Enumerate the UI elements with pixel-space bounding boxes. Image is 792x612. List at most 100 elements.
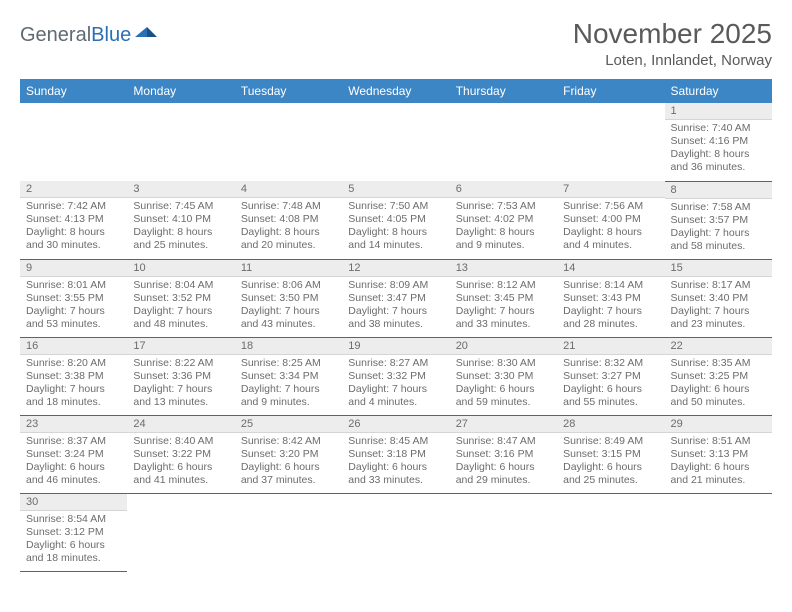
sunset-text: Sunset: 3:38 PM	[26, 370, 121, 383]
sunrise-text: Sunrise: 8:32 AM	[563, 357, 658, 370]
calendar-day-cell: 12Sunrise: 8:09 AMSunset: 3:47 PMDayligh…	[342, 259, 449, 337]
day-number: 30	[20, 494, 127, 511]
calendar-day-cell	[342, 103, 449, 181]
calendar-table: SundayMondayTuesdayWednesdayThursdayFrid…	[20, 79, 772, 572]
sunrise-text: Sunrise: 8:47 AM	[456, 435, 551, 448]
sunrise-text: Sunrise: 8:20 AM	[26, 357, 121, 370]
sunrise-text: Sunrise: 8:25 AM	[241, 357, 336, 370]
sunset-text: Sunset: 3:43 PM	[563, 292, 658, 305]
daylight-text: Daylight: 6 hours and 21 minutes.	[671, 461, 766, 487]
calendar-day-cell: 16Sunrise: 8:20 AMSunset: 3:38 PMDayligh…	[20, 337, 127, 415]
sunset-text: Sunset: 3:36 PM	[133, 370, 228, 383]
sunset-text: Sunset: 3:20 PM	[241, 448, 336, 461]
sunset-text: Sunset: 3:27 PM	[563, 370, 658, 383]
sunset-text: Sunset: 3:24 PM	[26, 448, 121, 461]
weekday-header: Sunday	[20, 79, 127, 103]
calendar-day-cell: 4Sunrise: 7:48 AMSunset: 4:08 PMDaylight…	[235, 181, 342, 259]
sunset-text: Sunset: 4:10 PM	[133, 213, 228, 226]
sunset-text: Sunset: 4:08 PM	[241, 213, 336, 226]
day-number: 14	[557, 260, 664, 277]
calendar-day-cell: 27Sunrise: 8:47 AMSunset: 3:16 PMDayligh…	[450, 415, 557, 493]
day-number: 5	[342, 181, 449, 198]
day-content: Sunrise: 8:35 AMSunset: 3:25 PMDaylight:…	[665, 355, 772, 414]
sunrise-text: Sunrise: 8:49 AM	[563, 435, 658, 448]
calendar-day-cell	[557, 493, 664, 571]
day-content: Sunrise: 8:06 AMSunset: 3:50 PMDaylight:…	[235, 277, 342, 336]
title-block: November 2025 Loten, Innlandet, Norway	[573, 18, 772, 69]
daylight-text: Daylight: 8 hours and 4 minutes.	[563, 226, 658, 252]
sunset-text: Sunset: 3:40 PM	[671, 292, 766, 305]
calendar-day-cell: 11Sunrise: 8:06 AMSunset: 3:50 PMDayligh…	[235, 259, 342, 337]
daylight-text: Daylight: 6 hours and 37 minutes.	[241, 461, 336, 487]
calendar-day-cell: 15Sunrise: 8:17 AMSunset: 3:40 PMDayligh…	[665, 259, 772, 337]
sunrise-text: Sunrise: 7:42 AM	[26, 200, 121, 213]
day-content: Sunrise: 7:40 AMSunset: 4:16 PMDaylight:…	[665, 120, 772, 179]
day-number: 23	[20, 416, 127, 433]
sunrise-text: Sunrise: 8:27 AM	[348, 357, 443, 370]
daylight-text: Daylight: 7 hours and 4 minutes.	[348, 383, 443, 409]
sunset-text: Sunset: 3:45 PM	[456, 292, 551, 305]
calendar-day-cell: 8Sunrise: 7:58 AMSunset: 3:57 PMDaylight…	[665, 181, 772, 259]
day-number: 9	[20, 260, 127, 277]
daylight-text: Daylight: 6 hours and 33 minutes.	[348, 461, 443, 487]
day-number: 10	[127, 260, 234, 277]
sunset-text: Sunset: 3:52 PM	[133, 292, 228, 305]
sunrise-text: Sunrise: 7:56 AM	[563, 200, 658, 213]
sunrise-text: Sunrise: 7:45 AM	[133, 200, 228, 213]
day-content: Sunrise: 8:04 AMSunset: 3:52 PMDaylight:…	[127, 277, 234, 336]
day-content: Sunrise: 8:47 AMSunset: 3:16 PMDaylight:…	[450, 433, 557, 492]
sunset-text: Sunset: 3:25 PM	[671, 370, 766, 383]
sunrise-text: Sunrise: 8:06 AM	[241, 279, 336, 292]
day-content: Sunrise: 8:22 AMSunset: 3:36 PMDaylight:…	[127, 355, 234, 414]
day-content: Sunrise: 8:45 AMSunset: 3:18 PMDaylight:…	[342, 433, 449, 492]
daylight-text: Daylight: 7 hours and 58 minutes.	[671, 227, 766, 253]
weekday-header: Wednesday	[342, 79, 449, 103]
sunset-text: Sunset: 3:15 PM	[563, 448, 658, 461]
day-number: 17	[127, 338, 234, 355]
sunset-text: Sunset: 3:47 PM	[348, 292, 443, 305]
weekday-header: Monday	[127, 79, 234, 103]
day-content: Sunrise: 8:49 AMSunset: 3:15 PMDaylight:…	[557, 433, 664, 492]
calendar-day-cell: 17Sunrise: 8:22 AMSunset: 3:36 PMDayligh…	[127, 337, 234, 415]
sunset-text: Sunset: 4:02 PM	[456, 213, 551, 226]
calendar-day-cell: 23Sunrise: 8:37 AMSunset: 3:24 PMDayligh…	[20, 415, 127, 493]
daylight-text: Daylight: 6 hours and 18 minutes.	[26, 539, 121, 565]
calendar-day-cell: 9Sunrise: 8:01 AMSunset: 3:55 PMDaylight…	[20, 259, 127, 337]
sunrise-text: Sunrise: 8:14 AM	[563, 279, 658, 292]
calendar-day-cell: 20Sunrise: 8:30 AMSunset: 3:30 PMDayligh…	[450, 337, 557, 415]
weekday-header-row: SundayMondayTuesdayWednesdayThursdayFrid…	[20, 79, 772, 103]
daylight-text: Daylight: 8 hours and 14 minutes.	[348, 226, 443, 252]
day-number: 24	[127, 416, 234, 433]
day-number: 1	[665, 103, 772, 120]
calendar-day-cell	[557, 103, 664, 181]
calendar-day-cell	[127, 493, 234, 571]
weekday-header: Saturday	[665, 79, 772, 103]
calendar-day-cell: 14Sunrise: 8:14 AMSunset: 3:43 PMDayligh…	[557, 259, 664, 337]
day-content: Sunrise: 7:56 AMSunset: 4:00 PMDaylight:…	[557, 198, 664, 257]
day-content: Sunrise: 7:50 AMSunset: 4:05 PMDaylight:…	[342, 198, 449, 257]
day-content: Sunrise: 8:01 AMSunset: 3:55 PMDaylight:…	[20, 277, 127, 336]
sunset-text: Sunset: 3:22 PM	[133, 448, 228, 461]
sunrise-text: Sunrise: 7:48 AM	[241, 200, 336, 213]
day-content: Sunrise: 8:42 AMSunset: 3:20 PMDaylight:…	[235, 433, 342, 492]
sunrise-text: Sunrise: 8:01 AM	[26, 279, 121, 292]
daylight-text: Daylight: 7 hours and 23 minutes.	[671, 305, 766, 331]
calendar-day-cell: 24Sunrise: 8:40 AMSunset: 3:22 PMDayligh…	[127, 415, 234, 493]
daylight-text: Daylight: 6 hours and 25 minutes.	[563, 461, 658, 487]
calendar-day-cell: 19Sunrise: 8:27 AMSunset: 3:32 PMDayligh…	[342, 337, 449, 415]
daylight-text: Daylight: 7 hours and 43 minutes.	[241, 305, 336, 331]
day-content: Sunrise: 7:58 AMSunset: 3:57 PMDaylight:…	[665, 199, 772, 258]
logo-text-blue: Blue	[91, 24, 131, 47]
day-number: 20	[450, 338, 557, 355]
sunrise-text: Sunrise: 8:30 AM	[456, 357, 551, 370]
sunset-text: Sunset: 3:32 PM	[348, 370, 443, 383]
calendar-week-row: 2Sunrise: 7:42 AMSunset: 4:13 PMDaylight…	[20, 181, 772, 259]
sunrise-text: Sunrise: 8:04 AM	[133, 279, 228, 292]
calendar-day-cell: 1Sunrise: 7:40 AMSunset: 4:16 PMDaylight…	[665, 103, 772, 181]
sunrise-text: Sunrise: 8:35 AM	[671, 357, 766, 370]
daylight-text: Daylight: 7 hours and 48 minutes.	[133, 305, 228, 331]
day-content: Sunrise: 8:12 AMSunset: 3:45 PMDaylight:…	[450, 277, 557, 336]
header: GeneralBlue November 2025 Loten, Innland…	[20, 18, 772, 69]
day-content: Sunrise: 8:17 AMSunset: 3:40 PMDaylight:…	[665, 277, 772, 336]
sunrise-text: Sunrise: 8:37 AM	[26, 435, 121, 448]
